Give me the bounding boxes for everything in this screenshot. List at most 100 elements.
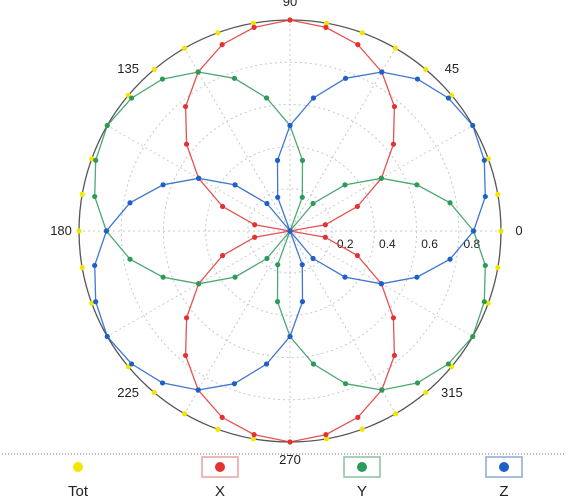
data-point xyxy=(447,200,453,206)
data-point xyxy=(322,234,328,240)
angle-tick-label: 90 xyxy=(283,0,297,9)
data-point xyxy=(310,95,317,101)
angle-tick-label: 45 xyxy=(445,61,459,76)
data-point xyxy=(390,315,397,321)
data-point xyxy=(231,381,238,387)
data-point xyxy=(342,274,348,280)
data-point xyxy=(498,228,504,234)
data-point xyxy=(196,175,202,181)
angular-grid-line xyxy=(184,48,291,232)
data-point xyxy=(219,42,225,48)
data-point xyxy=(378,281,384,287)
data-point xyxy=(470,122,476,129)
data-point xyxy=(355,414,361,420)
data-point xyxy=(379,69,385,75)
data-point xyxy=(79,265,85,271)
legend-frame xyxy=(343,456,381,478)
data-point xyxy=(128,361,135,367)
legend-label: X xyxy=(215,483,225,500)
radial-grid-circle xyxy=(247,188,333,274)
data-point xyxy=(342,381,349,387)
data-point xyxy=(160,182,166,188)
data-point xyxy=(252,222,258,228)
legend: Tot X Y Z xyxy=(2,453,566,500)
angle-tick-label: 270 xyxy=(279,452,301,467)
radial-grid-circle xyxy=(205,146,375,316)
data-point xyxy=(495,191,501,197)
data-point xyxy=(342,75,349,81)
data-point xyxy=(485,156,491,162)
angle-tick-label: 225 xyxy=(117,385,139,400)
data-point xyxy=(310,200,316,207)
data-point xyxy=(252,234,258,240)
radial-tick-label: 0.6 xyxy=(421,237,438,251)
data-point xyxy=(274,157,281,163)
data-point xyxy=(482,193,488,200)
data-point xyxy=(310,255,316,262)
data-point xyxy=(274,299,281,305)
data-point xyxy=(482,262,488,269)
data-point xyxy=(104,122,110,129)
data-point xyxy=(287,333,293,340)
data-point xyxy=(287,17,293,23)
data-point xyxy=(485,300,491,306)
data-point xyxy=(181,45,188,51)
data-point xyxy=(183,315,190,321)
data-point xyxy=(378,175,384,181)
data-point xyxy=(379,387,385,393)
data-point xyxy=(183,141,190,147)
data-point xyxy=(103,228,110,234)
data-point xyxy=(159,76,166,82)
legend-item-y: Y xyxy=(343,456,381,500)
data-point xyxy=(89,300,95,306)
data-point xyxy=(470,228,477,234)
legend-item-tot: Tot xyxy=(68,462,89,500)
data-point xyxy=(287,228,293,234)
data-point xyxy=(232,182,238,188)
data-point xyxy=(264,255,270,262)
data-point xyxy=(215,30,221,36)
angle-tick-label: 0 xyxy=(515,223,522,238)
data-point xyxy=(445,95,452,101)
data-point xyxy=(231,75,238,81)
data-point xyxy=(264,200,270,207)
data-point xyxy=(89,156,95,162)
data-point xyxy=(195,387,201,393)
data-point xyxy=(182,103,189,110)
data-point xyxy=(151,66,157,72)
data-point xyxy=(299,157,306,163)
legend-item-x: X xyxy=(201,456,239,500)
data-point xyxy=(299,194,305,200)
angle-tick-label: 315 xyxy=(441,385,463,400)
data-point xyxy=(275,262,281,268)
data-point xyxy=(127,256,133,262)
data-point xyxy=(392,411,399,417)
data-point xyxy=(391,352,398,359)
data-point xyxy=(76,228,82,234)
data-point xyxy=(263,361,270,367)
data-point xyxy=(323,24,329,30)
data-point xyxy=(104,333,110,340)
data-point xyxy=(414,274,420,280)
radial-grid-circle xyxy=(120,61,460,401)
data-point xyxy=(414,380,421,386)
data-point xyxy=(93,299,99,305)
radial-tick-label: 0.4 xyxy=(379,237,396,251)
data-point xyxy=(250,436,256,442)
data-point xyxy=(182,352,189,359)
data-point xyxy=(414,182,420,188)
data-point xyxy=(322,222,328,228)
radial-tick-label: 0.2 xyxy=(337,237,354,251)
data-point xyxy=(423,390,429,396)
data-point xyxy=(470,333,476,340)
angular-grid-line xyxy=(184,230,291,414)
angular-grid-line xyxy=(289,230,396,414)
legend-frame xyxy=(485,456,523,478)
series-z xyxy=(92,69,488,393)
data-point xyxy=(414,76,421,82)
data-point xyxy=(445,361,452,367)
data-point xyxy=(215,426,221,432)
legend-label: Z xyxy=(499,483,508,500)
data-point xyxy=(390,141,397,147)
